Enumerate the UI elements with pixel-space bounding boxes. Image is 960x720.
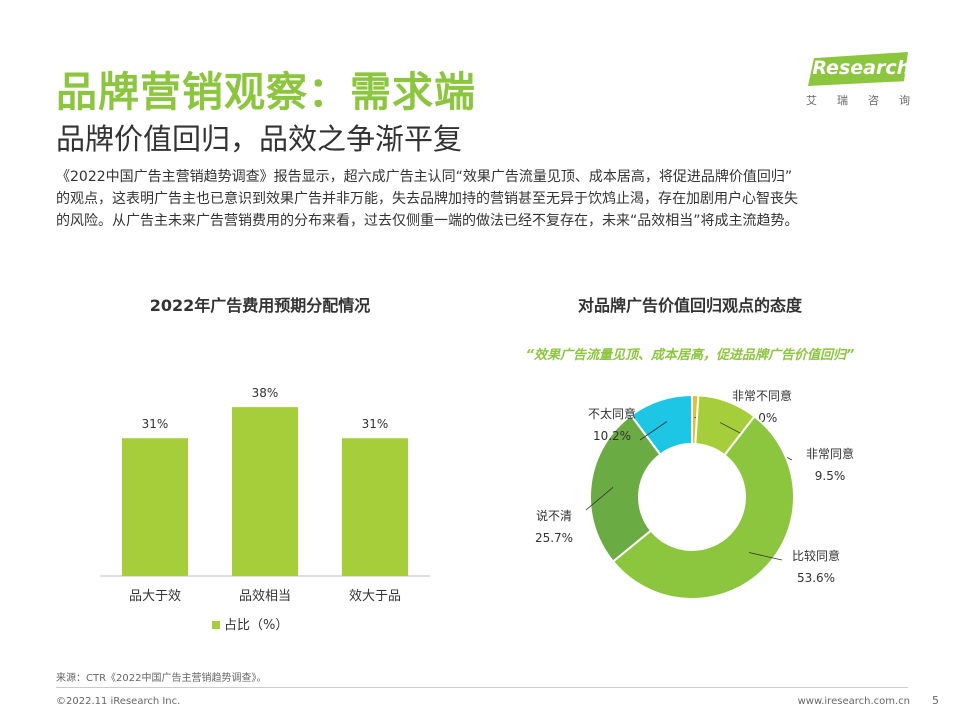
source-note: 来源：CTR《2022中国广告主营销趋势调查》。 — [56, 673, 267, 684]
bar-data-label: 38% — [252, 386, 279, 400]
logo-name: iResearch — [805, 57, 911, 79]
copyright: ©2022.11 iResearch Inc. — [56, 696, 181, 707]
donut-leader-line — [585, 486, 614, 511]
bar-chart-title: 2022年广告费用预期分配情况 — [149, 296, 371, 315]
logo-char: 咨 — [868, 94, 879, 107]
donut-slice-label: 不太同意 — [588, 406, 636, 421]
page-subtitle: 品牌价值回归，品效之争渐平复 — [56, 122, 463, 156]
donut-slice-label: 非常同意 — [806, 446, 854, 461]
bar-category-label: 品大于效 — [129, 589, 181, 604]
bar-data-label: 31% — [362, 417, 389, 431]
legend-label: 占比（%） — [224, 618, 288, 633]
logo-char: 艾 — [806, 94, 817, 107]
logo-subtitle: 艾 瑞 咨 询 — [796, 92, 920, 108]
donut-chart: 非常不同意1.0%非常同意9.5%比较同意53.6%说不清25.7%不太同意10… — [535, 388, 854, 600]
bar-category-label: 品效相当 — [239, 589, 291, 604]
page-title: 品牌营销观察：需求端 — [56, 68, 476, 116]
logo-char: 瑞 — [837, 94, 848, 107]
donut-slice — [589, 413, 662, 563]
donut-slice-value: 9.5% — [815, 469, 846, 483]
footer-divider — [56, 687, 908, 688]
donut-slice-label: 非常不同意 — [732, 388, 792, 403]
summary-paragraph: 《2022中国广告主营销趋势调查》报告显示，超六成广告主认同“效果广告流量见顶、… — [56, 166, 916, 232]
donut-leader-line — [748, 552, 783, 561]
logo-char: 询 — [899, 94, 910, 107]
donut-slice-label: 比较同意 — [792, 548, 840, 563]
donut-slice-label: 说不清 — [536, 508, 572, 523]
legend-swatch — [212, 621, 220, 629]
summary-line: 的风险。从广告主未来广告营销费用的分布来看，过去仅侧重一端的做法已经不复存在，未… — [56, 213, 799, 229]
bar — [122, 438, 188, 576]
bar-data-label: 31% — [142, 417, 169, 431]
page-number: 5 — [932, 694, 939, 707]
donut-leader-line — [639, 421, 668, 441]
summary-line: 的观点，这表明广告主也已意识到效果广告并非万能，失去品牌加持的营销甚至无异于饮鸩… — [56, 191, 798, 207]
summary-line: 《2022中国广告主营销趋势调查》报告显示，超六成广告主认同“效果广告流量见顶、… — [56, 169, 793, 185]
logo-background — [808, 52, 908, 86]
donut-annotation: “效果广告流量见顶、成本居高，促进品牌广告价值回归” — [525, 348, 855, 363]
donut-slice — [611, 414, 795, 600]
bar — [232, 407, 298, 576]
donut-slice-value: 10.2% — [593, 429, 631, 443]
donut-chart-title: 对品牌广告价值回归观点的态度 — [577, 296, 802, 315]
donut-slice-value: 25.7% — [535, 531, 573, 545]
bar — [342, 438, 408, 576]
iresearch-logo: iResearch 艾 瑞 咨 询 — [796, 52, 920, 110]
website: www.iresearch.com.cn — [797, 696, 910, 707]
donut-slice-value: 53.6% — [797, 571, 835, 585]
bar-category-label: 效大于品 — [349, 589, 401, 604]
